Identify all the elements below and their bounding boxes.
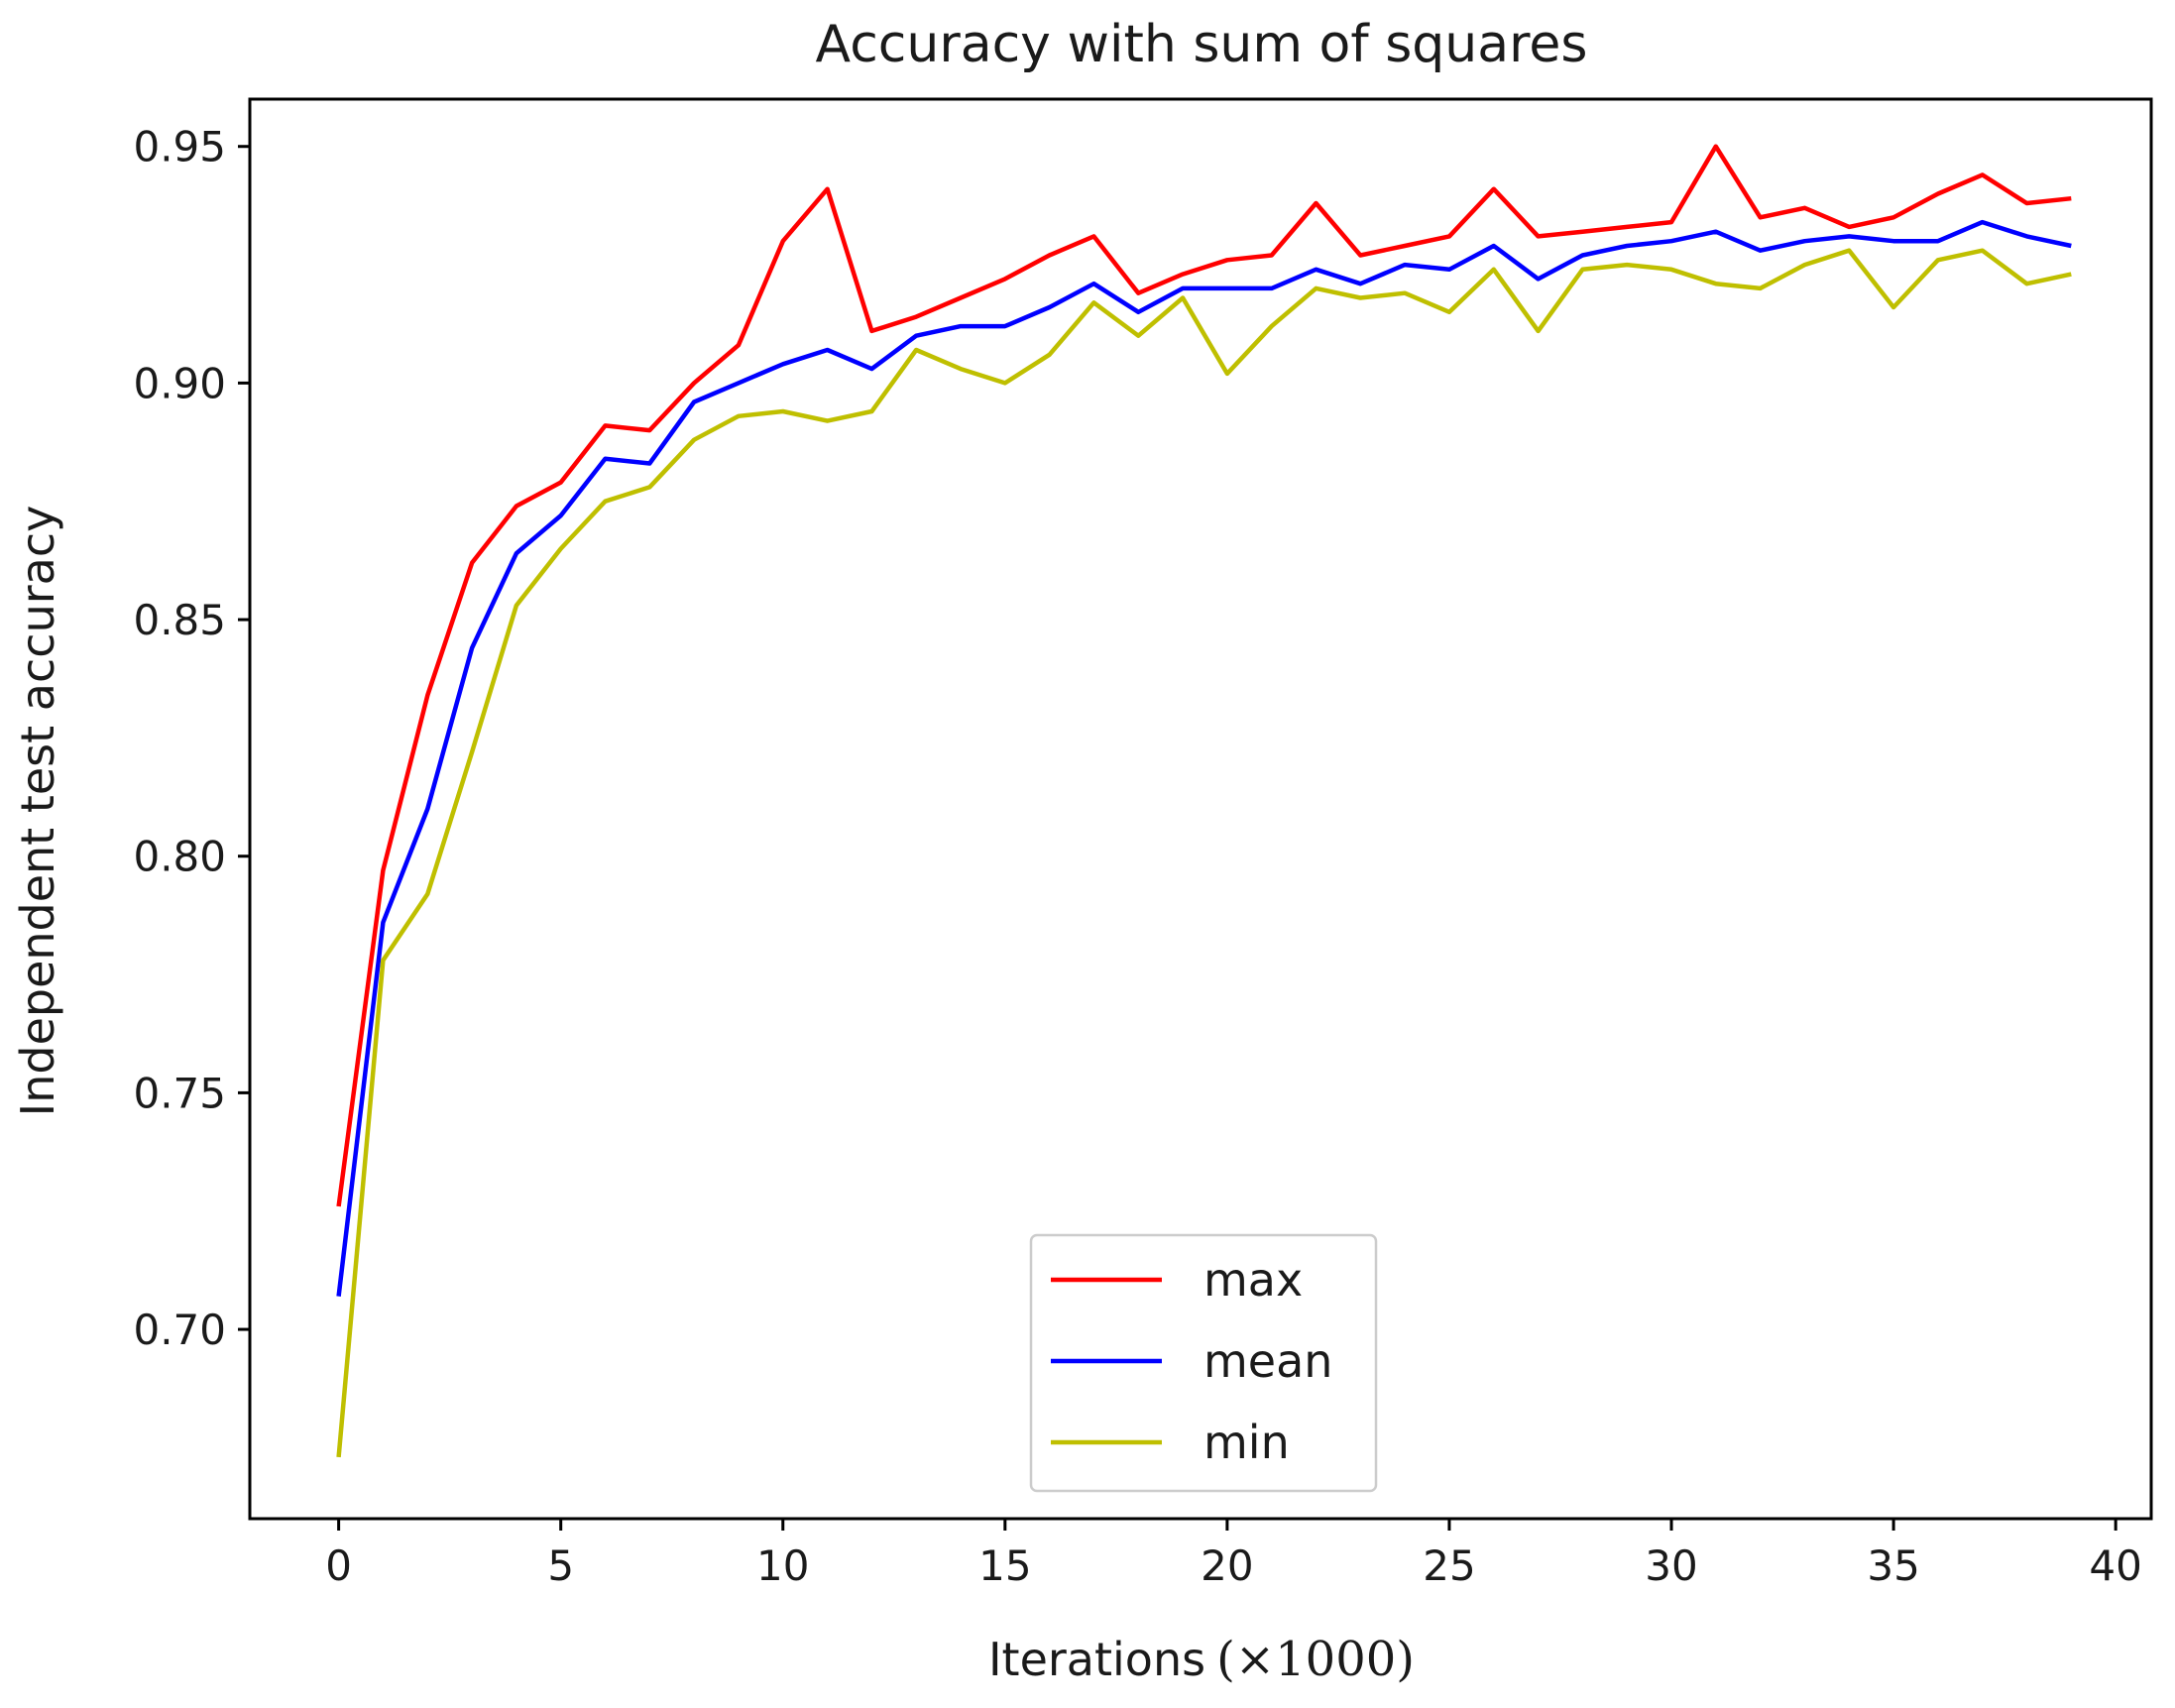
x-tick-label: 30 [1645,1541,1697,1590]
y-axis-ticks: 0.70 0.75 0.80 0.85 0.90 0.95 [133,123,250,1354]
x-axis-label-multiplier: (×1000) [1216,1632,1415,1687]
y-axis-label: Independent test accuracy [11,506,64,1117]
y-tick-label: 0.95 [133,123,226,171]
legend: max mean min [1029,1233,1378,1493]
y-tick-label: 0.70 [133,1306,226,1354]
legend-label-mean: mean [1203,1334,1332,1388]
series-line-mean [336,219,2072,1297]
x-tick-label: 40 [2089,1541,2141,1590]
x-axis-ticks: 0 5 10 15 20 25 30 35 40 [325,1519,2142,1590]
y-tick-label: 0.85 [133,596,226,644]
x-tick-label: 10 [756,1541,809,1590]
series-layer [336,144,2072,1458]
legend-box [1029,1233,1378,1493]
series-line-min [336,248,2072,1458]
y-tick-label: 0.90 [133,359,226,407]
chart-title: Accuracy with sum of squares [816,15,1588,74]
y-tick-label: 0.80 [133,833,226,881]
x-tick-label: 20 [1201,1541,1253,1590]
legend-label-min: min [1203,1416,1290,1469]
x-tick-label: 25 [1423,1541,1475,1590]
x-axis-label-text: Iterations [988,1633,1205,1686]
series-line-max [336,144,2072,1207]
legend-label-max: max [1203,1253,1303,1307]
x-tick-label: 0 [325,1541,352,1590]
x-axis-label: Iterations (×1000) [988,1632,1415,1687]
x-tick-label: 35 [1867,1541,1919,1590]
x-tick-label: 15 [978,1541,1031,1590]
x-tick-label: 5 [547,1541,574,1590]
y-tick-label: 0.75 [133,1069,226,1117]
